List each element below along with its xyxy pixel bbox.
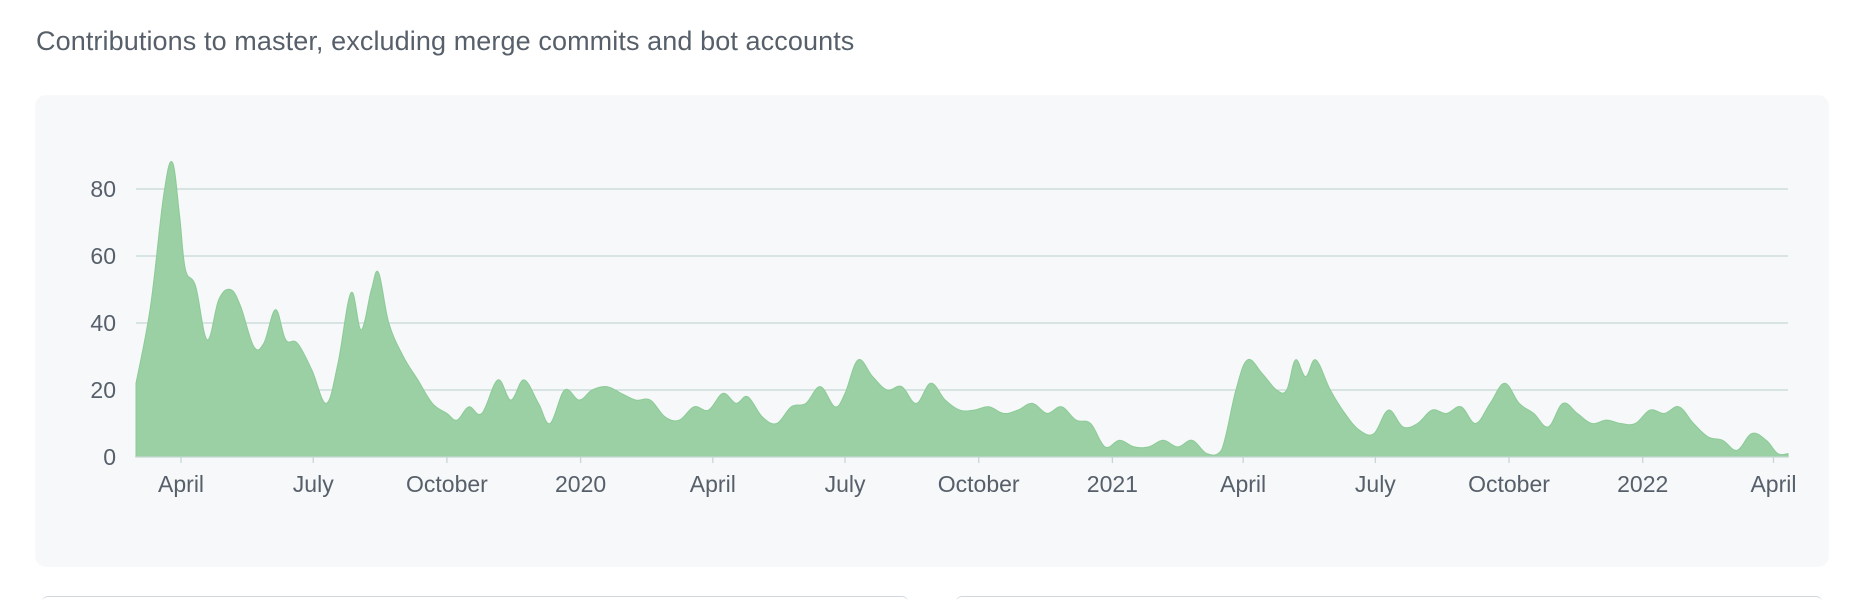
x-tick-label: October (1468, 471, 1550, 497)
y-tick-label: 40 (90, 310, 116, 336)
contributor-card-right (956, 596, 1822, 600)
x-tick-label: April (158, 471, 204, 497)
contributions-area-chart[interactable]: 0 20 40 60 80 April July October 2020 April July Oc… (36, 96, 1828, 566)
contributions-area (135, 161, 1789, 458)
y-tick-label: 20 (90, 377, 116, 403)
x-tick-label: October (938, 471, 1020, 497)
x-tick-label: July (825, 471, 866, 497)
chart-subtitle: Contributions to master, excluding merge… (36, 26, 855, 56)
x-tick-label: 2021 (1087, 471, 1138, 497)
x-tick-label: April (1750, 471, 1796, 497)
y-tick-label: 60 (90, 243, 116, 269)
x-tick-label: April (1220, 471, 1266, 497)
y-tick-label: 80 (90, 176, 116, 202)
contributor-card-left (42, 596, 908, 600)
x-tick-label: July (293, 471, 334, 497)
x-tick-label: 2020 (555, 471, 606, 497)
contributions-chart-panel: 0 20 40 60 80 April July October 2020 April July Oc… (36, 96, 1828, 566)
x-tick-label: October (406, 471, 488, 497)
x-tick-label: July (1355, 471, 1396, 497)
x-tick-label: April (690, 471, 736, 497)
y-tick-label: 0 (103, 444, 116, 470)
x-tick-label: 2022 (1617, 471, 1668, 497)
